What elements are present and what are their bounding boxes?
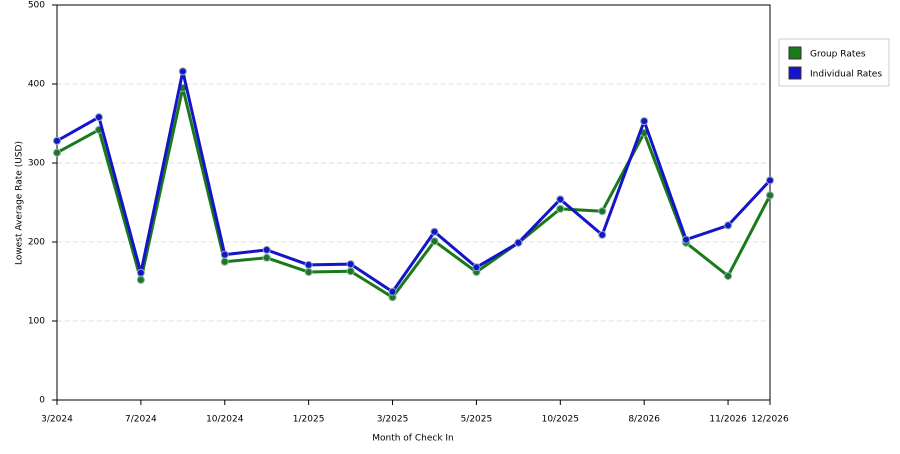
data-point	[766, 191, 774, 200]
legend-label: Group Rates	[810, 50, 866, 60]
data-point	[220, 250, 229, 259]
x-tick-label: 5/2025	[461, 415, 493, 425]
y-axis-label: Lowest Average Rate (USD)	[15, 141, 25, 265]
legend-swatch	[788, 66, 802, 80]
x-axis-label: Month of Check In	[372, 434, 454, 444]
x-tick-label: 8/2026	[628, 415, 660, 425]
y-tick-label: 0	[39, 396, 45, 406]
data-point	[766, 176, 774, 185]
data-point	[514, 238, 523, 247]
series-line	[56, 69, 772, 294]
data-point	[178, 67, 187, 76]
data-point	[53, 148, 61, 157]
data-point	[388, 287, 397, 296]
data-point	[724, 271, 733, 280]
legend-swatch	[788, 46, 802, 60]
series-line	[56, 86, 772, 299]
data-point	[598, 230, 607, 239]
data-point	[598, 207, 607, 216]
data-point	[53, 136, 61, 145]
y-tick-label: 400	[28, 80, 45, 90]
data-point	[346, 267, 355, 276]
data-point	[304, 268, 313, 277]
y-tick-label: 500	[28, 1, 45, 11]
data-point	[304, 260, 313, 269]
data-point	[262, 245, 271, 254]
data-point	[724, 221, 733, 230]
data-point	[430, 237, 439, 246]
y-tick-label: 300	[28, 159, 45, 169]
data-point	[262, 253, 271, 262]
y-tick-label: 200	[28, 238, 45, 248]
data-point	[556, 195, 565, 204]
x-tick-label: 10/2025	[542, 415, 579, 425]
data-point	[94, 113, 103, 122]
plot-frame	[56, 4, 771, 401]
x-tick-label: 7/2024	[125, 415, 157, 425]
data-point	[640, 117, 649, 126]
data-point	[430, 227, 439, 236]
x-tick-label: 3/2025	[377, 415, 409, 425]
x-tick-label: 10/2024	[206, 415, 244, 425]
data-point	[136, 268, 145, 277]
data-point	[682, 235, 691, 244]
x-tick-label: 11/2026	[709, 415, 747, 425]
legend-label: Individual Rates	[810, 70, 882, 80]
data-point	[472, 263, 481, 272]
x-tick-label: 12/2026	[751, 415, 789, 425]
data-point	[556, 204, 565, 213]
data-point	[346, 260, 355, 269]
data-point	[220, 257, 229, 266]
y-tick-label: 100	[28, 317, 45, 327]
x-tick-label: 1/2025	[293, 415, 325, 425]
x-tick-label: 3/2024	[41, 415, 73, 425]
data-point	[136, 275, 145, 284]
